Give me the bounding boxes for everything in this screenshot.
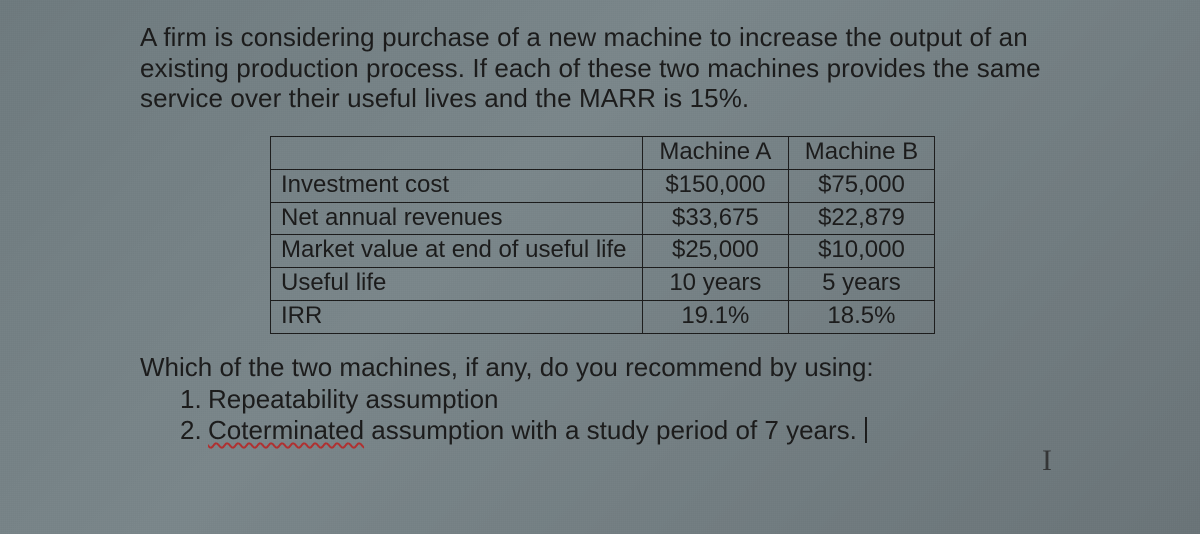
- table-row: Market value at end of useful life $25,0…: [271, 235, 935, 268]
- row-label: Market value at end of useful life: [271, 235, 643, 268]
- header-blank: [271, 137, 643, 170]
- option-1: 1. Repeatability assumption: [180, 384, 1060, 416]
- row-label: Net annual revenues: [271, 202, 643, 235]
- row-val-b: $75,000: [788, 169, 934, 202]
- row-val-b: $10,000: [788, 235, 934, 268]
- option-text: Repeatability assumption: [208, 384, 499, 416]
- row-val-a: $25,000: [642, 235, 788, 268]
- table-header-row: Machine A Machine B: [271, 137, 935, 170]
- row-val-a: 10 years: [642, 268, 788, 301]
- options-list: 1. Repeatability assumption 2. Cotermina…: [180, 384, 1060, 447]
- table-row: Investment cost $150,000 $75,000: [271, 169, 935, 202]
- ibeam-cursor-icon: I: [1042, 444, 1052, 478]
- row-val-a: $33,675: [642, 202, 788, 235]
- table-row: Useful life 10 years 5 years: [271, 268, 935, 301]
- row-val-a: $150,000: [642, 169, 788, 202]
- comparison-table-wrap: Machine A Machine B Investment cost $150…: [270, 136, 935, 334]
- row-val-b: 5 years: [788, 268, 934, 301]
- table-row: Net annual revenues $33,675 $22,879: [271, 202, 935, 235]
- row-label: Useful life: [271, 268, 643, 301]
- table-row: IRR 19.1% 18.5%: [271, 301, 935, 334]
- option-number: 2.: [180, 415, 208, 447]
- option-rest: assumption with a study period of 7 year…: [364, 415, 857, 445]
- header-machine-b: Machine B: [788, 137, 934, 170]
- question-text: Which of the two machines, if any, do yo…: [140, 352, 1060, 384]
- row-val-a: 19.1%: [642, 301, 788, 334]
- option-text: Coterminated assumption with a study per…: [208, 415, 867, 447]
- document-page: A firm is considering purchase of a new …: [0, 0, 1200, 447]
- row-val-b: $22,879: [788, 202, 934, 235]
- comparison-table: Machine A Machine B Investment cost $150…: [270, 136, 935, 334]
- row-val-b: 18.5%: [788, 301, 934, 334]
- row-label: Investment cost: [271, 169, 643, 202]
- option-number: 1.: [180, 384, 208, 416]
- text-cursor: [865, 417, 867, 443]
- header-machine-a: Machine A: [642, 137, 788, 170]
- spellcheck-word: Coterminated: [208, 415, 364, 445]
- row-label: IRR: [271, 301, 643, 334]
- intro-paragraph: A firm is considering purchase of a new …: [140, 22, 1060, 114]
- option-2: 2. Coterminated assumption with a study …: [180, 415, 1060, 447]
